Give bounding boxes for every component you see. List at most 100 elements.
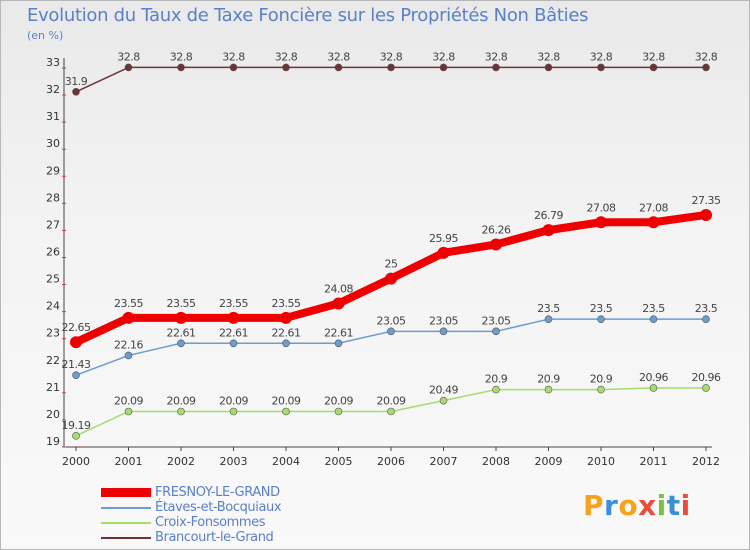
data-point-fresnoy-le-grand <box>175 311 187 324</box>
data-point-fresnoy-le-grand <box>332 297 345 310</box>
data-point-croix-fonsommes <box>72 432 80 440</box>
data-label-etaves-et-bocquiaux: 21.43 <box>62 358 91 371</box>
data-label-fresnoy-le-grand: 25 <box>385 258 398 271</box>
data-label-brancourt-le-grand: 32.8 <box>537 50 560 63</box>
logo-letter: t <box>666 489 681 522</box>
data-point-fresnoy-le-grand <box>595 216 607 229</box>
data-label-fresnoy-le-grand: 23.55 <box>114 297 143 310</box>
data-label-etaves-et-bocquiaux: 23.05 <box>429 314 458 327</box>
chart-title: Evolution du Taux de Taxe Foncière sur l… <box>27 5 589 26</box>
x-tick-label: 2008 <box>482 455 510 468</box>
data-point-etaves-et-bocquiaux <box>492 327 500 336</box>
legend-label: FRESNOY-LE-GRAND <box>155 485 280 500</box>
data-label-croix-fonsommes: 20.9 <box>485 373 508 386</box>
x-tick-label: 2007 <box>430 455 458 468</box>
data-label-fresnoy-le-grand: 24.08 <box>324 282 353 295</box>
data-point-croix-fonsommes <box>439 396 448 405</box>
y-tick-label: 28 <box>46 191 60 204</box>
data-point-croix-fonsommes <box>492 385 500 394</box>
data-point-croix-fonsommes <box>229 407 238 416</box>
x-tick-label: 2005 <box>325 455 353 468</box>
logo-letter: x <box>638 489 657 522</box>
data-label-etaves-et-bocquiaux: 23.5 <box>695 302 718 315</box>
x-tick-label: 2011 <box>640 455 668 468</box>
data-point-croix-fonsommes <box>177 407 185 416</box>
data-label-croix-fonsommes: 20.09 <box>114 394 143 407</box>
x-tick-label: 2000 <box>62 455 90 468</box>
data-label-brancourt-le-grand: 32.8 <box>275 50 298 63</box>
data-label-fresnoy-le-grand: 27.08 <box>587 201 616 214</box>
data-point-fresnoy-le-grand <box>647 216 660 229</box>
proxiti-logo: Proxiti <box>583 489 691 522</box>
data-label-fresnoy-le-grand: 25.95 <box>429 232 458 245</box>
data-label-croix-fonsommes: 20.09 <box>272 394 301 407</box>
data-label-brancourt-le-grand: 32.8 <box>432 50 455 63</box>
data-label-brancourt-le-grand: 32.8 <box>117 50 140 63</box>
data-label-brancourt-le-grand: 32.8 <box>590 50 613 63</box>
data-point-croix-fonsommes <box>334 407 343 416</box>
data-point-fresnoy-le-grand <box>70 336 82 349</box>
data-label-croix-fonsommes: 20.9 <box>590 373 613 386</box>
x-tick-label: 2006 <box>377 455 405 468</box>
data-label-etaves-et-bocquiaux: 23.5 <box>590 302 613 315</box>
data-point-etaves-et-bocquiaux <box>544 315 553 323</box>
data-point-etaves-et-bocquiaux <box>649 315 658 323</box>
y-tick-label: 27 <box>46 218 60 231</box>
data-label-brancourt-le-grand: 32.8 <box>380 50 403 63</box>
data-label-etaves-et-bocquiaux: 22.61 <box>167 326 196 339</box>
legend: FRESNOY-LE-GRAND Étaves-et-Bocquiaux Croix… <box>101 485 282 545</box>
data-label-brancourt-le-grand: 32.8 <box>170 50 193 63</box>
legend-item: Brancourt-le-Grand <box>101 530 281 545</box>
data-point-brancourt-le-grand <box>229 63 238 72</box>
x-tick-label: 2004 <box>272 455 300 468</box>
data-point-brancourt-le-grand <box>387 63 395 72</box>
y-tick-label: 24 <box>46 300 60 313</box>
logo-letter: i <box>680 489 691 522</box>
data-label-croix-fonsommes: 20.09 <box>324 394 353 407</box>
data-label-croix-fonsommes: 20.09 <box>167 394 196 407</box>
data-point-croix-fonsommes <box>597 385 605 394</box>
data-label-fresnoy-le-grand: 23.55 <box>167 297 196 310</box>
x-tick-label: 2001 <box>115 455 143 468</box>
legend-swatch <box>101 488 151 497</box>
data-point-etaves-et-bocquiaux <box>282 339 290 348</box>
axes: 19 20 21 22 23 24 25 26 27 28 29 30 31 32 33 2000 2001 20… <box>46 56 720 468</box>
y-tick-label: 20 <box>46 408 60 421</box>
data-point-brancourt-le-grand <box>124 63 133 72</box>
data-labels-group: 31.9 32.8 32.8 32.8 32.8 32.8 32.8 32.8 32.8 32.8… <box>62 50 722 431</box>
data-point-brancourt-le-grand <box>649 63 658 72</box>
legend-item: FRESNOY-LE-GRAND <box>101 485 281 500</box>
data-label-brancourt-le-grand: 32.8 <box>222 50 245 63</box>
y-tick-label: 33 <box>46 56 60 69</box>
data-point-brancourt-le-grand <box>702 63 710 72</box>
data-point-brancourt-le-grand <box>439 63 448 72</box>
data-point-fresnoy-le-grand <box>700 208 712 221</box>
y-tick-label: 31 <box>46 110 60 123</box>
unit-label: (en %) <box>27 29 64 42</box>
y-tick-label: 19 <box>46 435 60 448</box>
data-label-fresnoy-le-grand: 27.35 <box>692 194 721 207</box>
data-label-fresnoy-le-grand: 23.55 <box>272 297 301 310</box>
data-label-brancourt-le-grand: 32.8 <box>327 50 350 63</box>
y-tick-label: 23 <box>46 327 60 340</box>
data-point-croix-fonsommes <box>282 407 290 416</box>
x-tick-label: 2003 <box>220 455 248 468</box>
y-tick-label: 26 <box>46 246 60 259</box>
data-point-fresnoy-le-grand <box>490 238 502 251</box>
data-point-etaves-et-bocquiaux <box>597 315 605 323</box>
series-group <box>70 63 712 440</box>
data-label-fresnoy-le-grand: 22.65 <box>62 321 91 334</box>
data-label-etaves-et-bocquiaux: 22.61 <box>219 326 248 339</box>
data-label-croix-fonsommes: 20.96 <box>639 371 668 384</box>
data-label-fresnoy-le-grand: 27.08 <box>639 201 668 214</box>
data-label-etaves-et-bocquiaux: 22.61 <box>324 326 353 339</box>
data-point-etaves-et-bocquiaux <box>124 351 133 360</box>
data-label-fresnoy-le-grand: 23.55 <box>219 297 248 310</box>
data-label-croix-fonsommes: 20.9 <box>537 373 560 386</box>
data-label-etaves-et-bocquiaux: 22.16 <box>114 338 143 351</box>
data-point-fresnoy-le-grand <box>122 311 135 324</box>
data-label-croix-fonsommes: 20.49 <box>429 384 458 397</box>
logo-letter: P <box>583 489 605 522</box>
data-point-etaves-et-bocquiaux <box>387 327 395 336</box>
